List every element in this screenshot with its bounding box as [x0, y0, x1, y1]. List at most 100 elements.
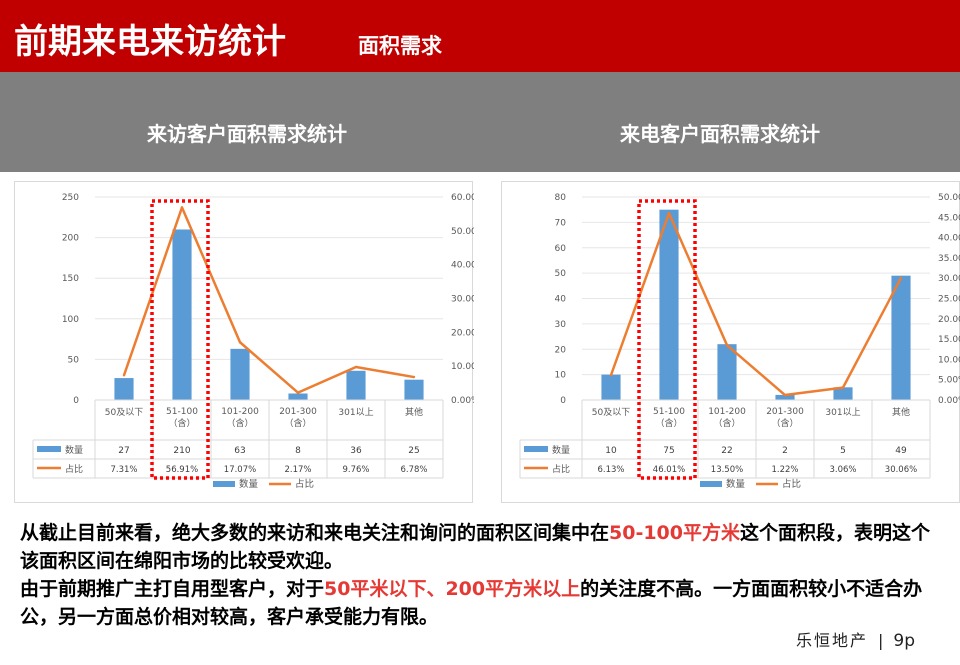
data-label-count: 8: [295, 446, 301, 456]
page-subtitle: 面积需求: [358, 34, 442, 58]
y-right-tick-label: 5.00%: [938, 376, 960, 386]
data-label-count: 25: [408, 446, 419, 456]
x-tick-label: （含）: [284, 417, 311, 429]
y-right-tick-label: 20.00%: [938, 315, 960, 325]
right-panel-title: 来电客户面积需求统计: [620, 122, 820, 146]
y-right-tick-label: 0.00%: [938, 396, 960, 406]
line-point: [667, 211, 671, 215]
data-label-share: 3.06%: [829, 465, 856, 475]
legend-label: 占比: [782, 478, 801, 490]
table-row-label: 占比: [552, 463, 570, 475]
data-label-share: 1.22%: [771, 465, 798, 475]
data-label-share: 9.76%: [342, 465, 369, 475]
data-label-count: 36: [350, 446, 362, 456]
line-point: [354, 365, 358, 369]
y-right-tick-label: 35.00%: [938, 254, 960, 264]
y-left-tick-label: 10: [555, 371, 567, 381]
y-right-tick-label: 25.00%: [938, 295, 960, 305]
data-label-count: 49: [895, 446, 907, 456]
page-number: 9p: [893, 631, 916, 651]
x-tick-label: 201-300: [279, 407, 317, 417]
y-right-tick-label: 60.00%: [451, 193, 474, 203]
call-chart: 0 10 20 30 40 50 60 70 80 0.00% 5.00% 10.00% 15.00% 2…: [501, 181, 960, 503]
x-tick-label: 101-200: [708, 407, 746, 417]
table-row-label: 数量: [65, 444, 83, 456]
x-tick-label: 其他: [405, 406, 423, 418]
bar: [833, 387, 853, 400]
x-tick-label: 301以上: [825, 407, 860, 418]
data-label-share: 30.06%: [885, 465, 917, 475]
x-tick-label: （含）: [713, 417, 740, 429]
para2-text-a: 由于前期推广主打自用型客户，对于: [20, 578, 325, 600]
y-right-tick-label: 40.00%: [451, 261, 474, 271]
y-left-tick-label: 100: [62, 315, 79, 325]
y-left-tick-label: 50: [68, 355, 80, 365]
bar: [346, 370, 366, 400]
data-label-share: 2.17%: [284, 465, 311, 475]
y-right-tick-label: 50.00%: [451, 227, 474, 237]
para1-highlight: 50-100平方米: [609, 522, 741, 544]
x-tick-label: （含）: [655, 417, 682, 429]
highlight-box: [637, 199, 697, 480]
y-right-tick-label: 15.00%: [938, 335, 960, 345]
data-label-share: 13.50%: [711, 465, 743, 475]
data-label-count: 2: [782, 446, 788, 456]
x-tick-label: 51-100: [653, 407, 685, 417]
x-tick-label: 301以上: [338, 407, 373, 418]
footer-separator: |: [878, 631, 884, 650]
bar: [404, 379, 424, 400]
data-label-share: 46.01%: [653, 465, 685, 475]
data-label-count: 210: [173, 446, 190, 456]
line-point: [841, 386, 845, 389]
y-left-tick-label: 50: [555, 269, 567, 279]
y-right-tick-label: 0.00%: [451, 396, 474, 406]
left-panel-title: 来访客户面积需求统计: [147, 122, 347, 146]
y-right-tick-label: 45.00%: [938, 213, 960, 223]
para1-text-a: 从截止目前来看，绝大多数的来访和来电关注和询问的面积区间集中在: [20, 522, 610, 544]
x-tick-label: 50及以下: [592, 407, 630, 418]
highlight-box: [150, 199, 210, 480]
y-left-tick-label: 20: [555, 345, 567, 355]
y-right-tick-label: 40.00%: [938, 234, 960, 244]
bar: [659, 209, 679, 400]
x-tick-label: 201-300: [766, 407, 804, 417]
line-point: [783, 393, 787, 397]
y-left-tick-label: 0: [560, 396, 566, 406]
data-label-count: 22: [721, 446, 732, 456]
x-tick-label: 50及以下: [105, 407, 143, 418]
line-point: [296, 391, 300, 394]
bar: [114, 378, 134, 400]
y-left-tick-label: 70: [555, 218, 567, 228]
y-left-tick-label: 30: [555, 320, 567, 330]
para1-text-b: 这个面积段，表明这个该面积区间在绵阳市场的比较受欢迎。: [20, 522, 931, 572]
line-point: [238, 341, 242, 344]
legend-key-bar: [700, 481, 722, 487]
line-point: [180, 206, 184, 209]
para2-highlight: 50平米以下、200平方米以上: [324, 578, 581, 600]
y-right-tick-label: 20.00%: [451, 328, 474, 338]
line-series: [609, 211, 903, 397]
data-label-share: 6.78%: [400, 465, 427, 475]
summary-paragraph-2: 由于前期推广主打自用型客户，对于50平米以下、200平方米以上的关注度不高。一方…: [20, 575, 945, 631]
data-label-count: 75: [663, 446, 674, 456]
x-tick-label: （含）: [226, 417, 253, 429]
y-left-tick-label: 0: [73, 396, 79, 406]
bar: [172, 229, 192, 400]
table-key-bar: [37, 446, 61, 452]
y-left-tick-label: 80: [555, 193, 567, 203]
visit-chart: 0 50 100 150 200 250 0.00% 10.00% 20.00% 30.00% 40…: [14, 181, 474, 503]
data-label-share: 56.91%: [166, 465, 198, 475]
data-label-count: 5: [840, 446, 846, 456]
line-point: [899, 276, 903, 280]
table-row-label: 占比: [65, 463, 83, 475]
data-label-share: 17.07%: [224, 465, 256, 475]
x-tick-label: （含）: [168, 417, 195, 429]
summary-text: 从截止目前来看，绝大多数的来访和来电关注和询问的面积区间集中在50-100平方米…: [20, 519, 945, 631]
bar: [717, 344, 737, 400]
x-tick-label: 51-100: [166, 407, 198, 417]
x-tick-label: 101-200: [221, 407, 259, 417]
bar: [601, 374, 621, 400]
footer: 乐恒地产 | 9p: [796, 627, 915, 651]
header-bar: 前期来电来访统计 面积需求: [0, 0, 960, 72]
section-band: [0, 72, 960, 172]
